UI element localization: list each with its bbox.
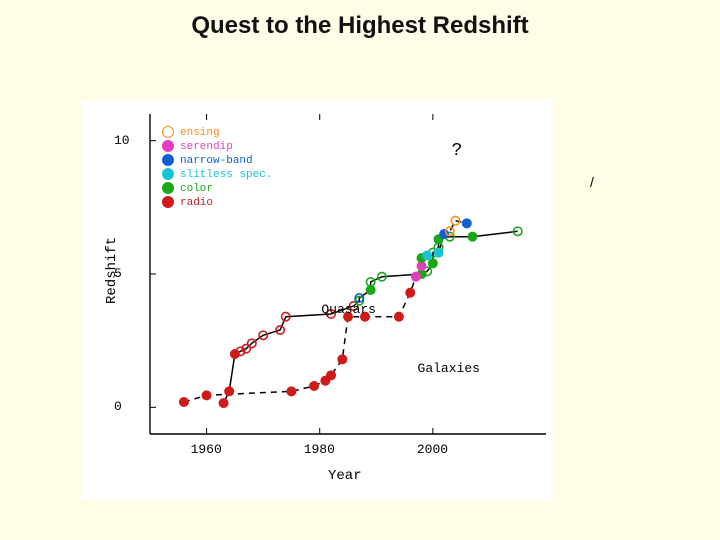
axis-tick-label: 1980 — [304, 442, 335, 457]
legend-marker-icon — [162, 154, 174, 166]
y-axis-label: Redshift — [104, 237, 120, 304]
legend-label: ensing — [180, 127, 220, 139]
legend-marker-icon — [162, 168, 174, 180]
side-marker: / — [590, 174, 594, 190]
axis-tick-label: 0 — [114, 399, 122, 414]
plot-annotation: Quasars — [321, 302, 376, 317]
legend-marker-icon — [162, 140, 174, 152]
plot-annotation: Galaxies — [418, 361, 480, 376]
legend-item: slitless spec. — [162, 168, 272, 181]
legend-item: ensing — [162, 126, 220, 139]
legend-label: serendip — [180, 141, 233, 153]
page-title: Quest to the Highest Redshift — [0, 12, 720, 40]
legend-label: narrow-band — [180, 155, 253, 167]
legend-item: serendip — [162, 140, 233, 153]
legend-marker-icon — [162, 196, 174, 208]
redshift-plot: 1960198020000510YearRedshiftQuasarsGalax… — [82, 100, 552, 500]
legend-label: color — [180, 183, 213, 195]
axis-tick-label: 10 — [114, 133, 130, 148]
axis-tick-label: 2000 — [417, 442, 448, 457]
legend-label: slitless spec. — [180, 169, 272, 181]
legend-item: radio — [162, 196, 213, 209]
axis-tick-label: 1960 — [191, 442, 222, 457]
legend-label: radio — [180, 197, 213, 209]
legend-item: narrow-band — [162, 154, 253, 167]
plot-annotation: ? — [451, 141, 462, 161]
legend-marker-icon — [162, 182, 174, 194]
legend-item: color — [162, 182, 213, 195]
x-axis-label: Year — [328, 468, 362, 484]
legend-marker-icon — [162, 126, 174, 138]
